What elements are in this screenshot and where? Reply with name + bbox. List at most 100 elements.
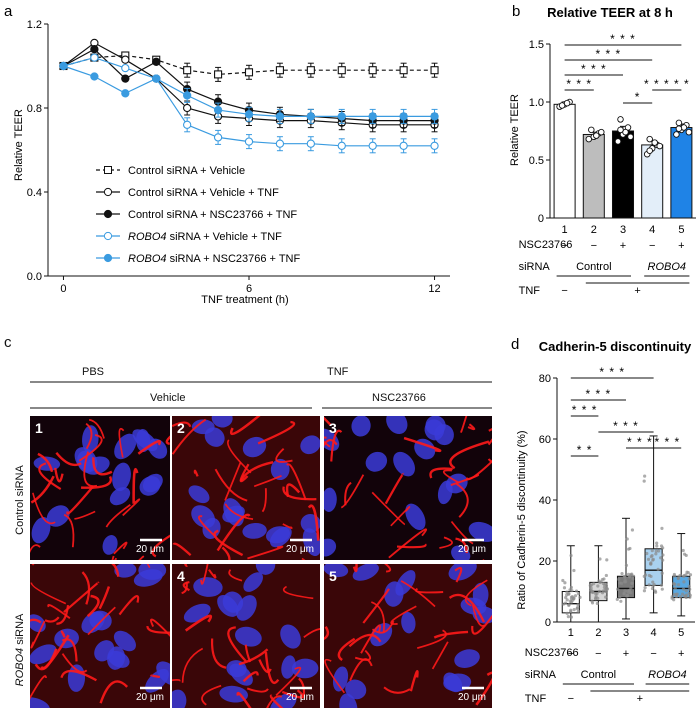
junction-stain [307,504,320,541]
panel-d-data-point [569,608,573,612]
panel-a-data-point [121,63,130,73]
junction-stain [349,658,373,681]
panel-b-data-point [646,135,653,143]
junction-stain [282,585,314,600]
nucleus-shape [142,473,163,493]
panel-b-x-tick-label: 2 [591,224,597,236]
panel-a-data-point [368,141,377,150]
junction-stain [37,452,54,473]
panel-d-data-point [624,563,629,567]
panel-b-data-point [598,128,605,136]
junction-stain [261,488,267,513]
nucleus-shape [84,456,110,475]
junction-stain [87,606,116,636]
panel-d-data-point [684,589,688,593]
panel-b-significance-label: * * * [566,77,592,91]
panel-d-tnf-minus: − [568,693,574,705]
panel-a-data-point [183,91,192,100]
panel-d-data-point [596,584,600,588]
panel-b-x-tick-label: 5 [678,224,684,236]
nucleus-shape [339,693,358,708]
junction-stain [193,469,199,477]
panel-b-x-tick-label: 3 [620,224,626,236]
microscopy-image: 2 20 μm [172,416,320,560]
panel-d-y-tick-label: 80 [539,373,551,385]
junction-stain [227,626,247,662]
panel-d-title: Cadherin-5 discontinuity [539,339,692,354]
junction-stain [415,587,444,594]
panel-d-data-point [630,528,635,532]
panel-d-tnf-label: TNF [525,693,547,705]
panel-d-data-point [576,603,580,607]
panel-d-significance-label: * * * [627,435,653,449]
panel-a-legend-label: ROBO4 siRNA + Vehicle + TNF [128,231,282,243]
junction-stain [118,428,125,458]
panel-a-legend-label: ROBO4 siRNA + NSC23766 + TNF [128,253,300,265]
panel-d-data-point [620,571,624,576]
panel-d-data-point [672,592,677,597]
junction-stain [30,475,55,504]
junction-stain [54,467,64,483]
nucleus-shape [107,650,130,668]
junction-stain [85,422,93,450]
panel-a-data-point [275,66,284,75]
nucleus-shape [332,666,349,692]
junction-stain [78,434,103,462]
panel-a-legend-marker [103,187,113,197]
panel-b-label: b [512,3,520,20]
panel-c-header-lines [30,381,492,409]
junction-stain [111,564,120,577]
panel-d-tnf-plus: + [637,693,643,705]
panel-d-data-point [573,594,578,598]
panel-d-data-point [652,583,656,587]
junction-stain [74,510,96,520]
junction-stain [416,629,447,649]
junction-stain [253,475,282,488]
junction-stain [60,630,66,638]
junction-stain [184,564,188,567]
panel-d-data-point [603,583,607,587]
panel-d-data-point [686,571,690,575]
panel-d-data-point [567,591,571,596]
panel-d-sirna-robo4: ROBO4 [648,669,687,681]
junction-stain [55,452,82,467]
panel-d-sirna-control: Control [581,669,616,681]
panel-b-nsc-sign: − [649,240,655,252]
panel-d-data-point [647,573,652,578]
panel-d-data-point [687,577,691,581]
panel-d-significance-label: * * * [599,365,625,379]
panel-d-data-point [672,598,676,602]
panel-b-title: Relative TEER at 8 h [547,5,673,20]
panel-d-data-point [565,598,569,602]
junction-stain [460,416,468,433]
nucleus-shape [345,679,367,700]
nucleus-shape [472,582,489,607]
junction-stain [92,457,113,476]
junction-stain [98,586,111,610]
panel-d-data-point [615,597,619,602]
microscopy-tile: 2 20 μm [172,416,320,560]
panel-d-data-point [593,597,598,601]
panel-d-sirna-label: siRNA [525,669,557,681]
junction-stain [362,588,390,624]
junction-stain [471,614,492,635]
panel-a-data-point [399,66,408,75]
panel-d-data-point [650,549,654,553]
junction-stain [298,677,306,699]
panel-d-data-point [645,551,649,556]
nucleus-shape [222,505,245,523]
junction-stain [303,628,320,639]
nucleus-shape [102,535,118,555]
panel-d-data-point [570,595,575,599]
panel-b-tnf-label: TNF [519,285,541,297]
nucleus-shape [352,564,379,581]
panel-d-data-point [649,555,653,559]
junction-stain [257,420,296,445]
nucleus-shape [94,640,115,662]
panel-a-data-point [430,141,439,150]
panel-d-data-point [675,592,679,596]
junction-stain [61,653,88,673]
junction-stain [348,633,382,648]
nucleus-shape [365,451,388,472]
panel-d-data-point [618,581,622,585]
